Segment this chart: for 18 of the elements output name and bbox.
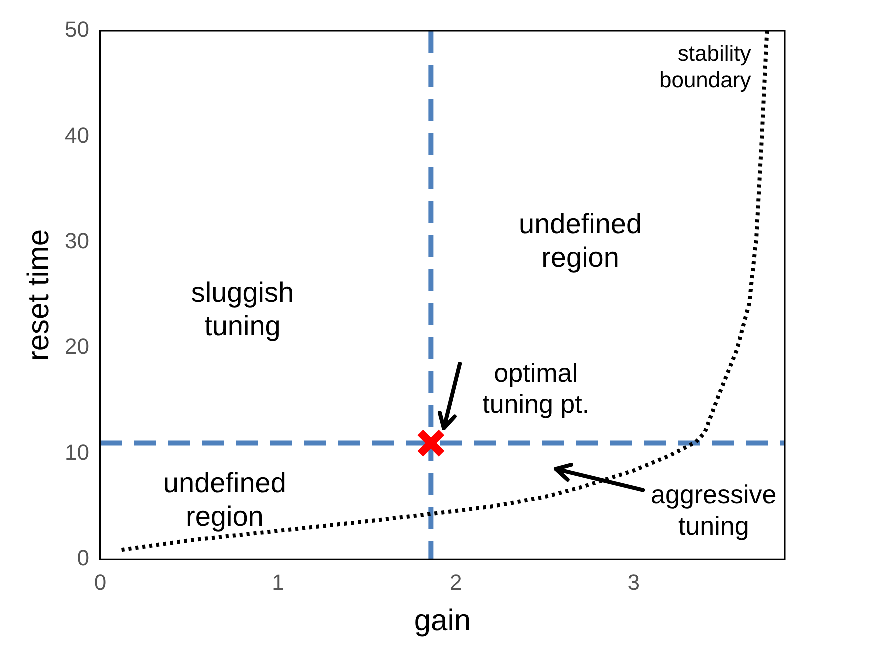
y-tick-label: 20: [64, 334, 90, 360]
y-tick-label: 40: [64, 122, 90, 148]
x-tick-label: 3: [628, 570, 640, 595]
y-tick-label: 10: [64, 440, 90, 465]
annotation: undefined region: [163, 467, 286, 532]
annotation: optimal tuning pt.: [482, 358, 590, 420]
annotation: stability boundary: [659, 40, 752, 92]
x-axis-title: gain: [414, 604, 472, 638]
x-tick-label: 1: [272, 570, 284, 595]
y-tick-label: 50: [64, 17, 90, 42]
annotation: sluggish tuning: [191, 277, 294, 342]
y-tick-label: 30: [64, 228, 90, 254]
y-tick-label: 0: [77, 546, 90, 571]
x-tick-label: 2: [450, 570, 462, 595]
annotation: undefined region: [519, 208, 642, 273]
annotation: aggressive tuning: [651, 480, 777, 541]
y-axis-title: reset time: [22, 229, 56, 362]
x-tick-label: 0: [94, 570, 107, 595]
